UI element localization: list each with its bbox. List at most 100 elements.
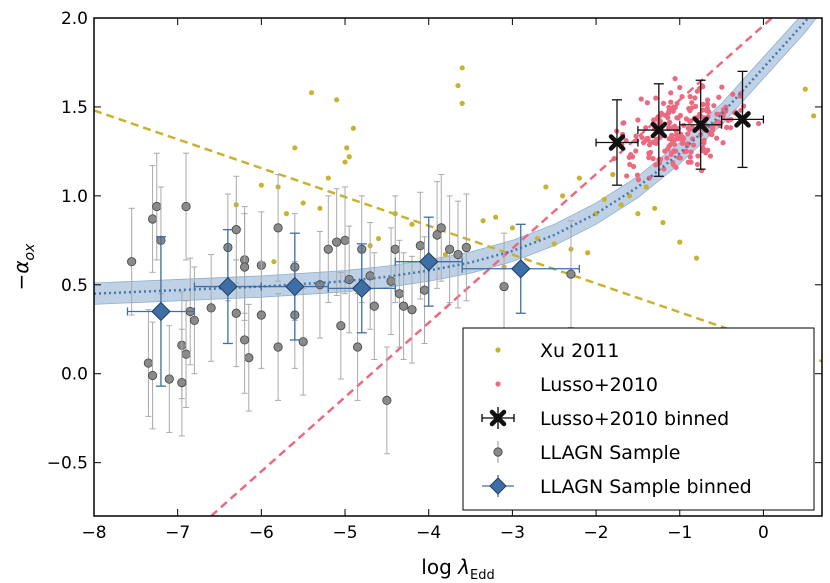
lusso-point	[621, 120, 627, 126]
lusso-point	[683, 116, 689, 122]
xu-point	[652, 205, 658, 211]
y-tick-label: 2.0	[61, 9, 88, 29]
x-tick-label: −5	[333, 523, 358, 543]
lusso-point	[662, 148, 668, 154]
llagn-point	[189, 315, 200, 325]
lusso-point	[687, 108, 693, 114]
lusso-point	[677, 112, 683, 119]
llagn-point	[352, 342, 363, 352]
llagn-point	[340, 235, 350, 245]
lusso-point	[624, 173, 630, 179]
lusso-point	[635, 177, 642, 183]
x-tick-label: −7	[165, 523, 190, 543]
lusso-point	[671, 148, 677, 154]
xu-point	[375, 235, 382, 242]
llagn-point	[240, 335, 250, 345]
llagn-point	[273, 342, 283, 352]
legend-marker-llagn	[493, 447, 503, 457]
lusso-point	[633, 148, 639, 154]
llagn-point	[461, 242, 471, 253]
llagn-point	[181, 201, 191, 212]
lusso-point	[668, 151, 674, 158]
llagn-point	[147, 370, 158, 381]
lusso-point	[694, 161, 701, 167]
lusso-point	[707, 130, 713, 137]
lusso-point	[687, 93, 693, 100]
lusso-point	[687, 154, 694, 160]
lusso-point	[648, 140, 654, 146]
llagn-point	[399, 301, 409, 311]
lusso-point	[631, 163, 637, 170]
xu-point	[283, 211, 290, 217]
lusso-point	[634, 172, 641, 178]
lusso-point	[666, 104, 672, 111]
llagn-point	[127, 257, 137, 267]
llagn-binned-point	[285, 276, 305, 297]
lusso-point	[673, 132, 680, 138]
x-tick-label: −2	[584, 523, 609, 543]
xu-point	[325, 175, 331, 181]
lusso-point	[679, 140, 685, 146]
llagn-binned-point	[511, 259, 531, 279]
plot-frame	[93, 17, 823, 517]
lusso-point	[679, 94, 685, 100]
llagn-point	[164, 374, 174, 384]
llagn-point	[382, 395, 392, 405]
llagn-point	[407, 305, 417, 315]
lusso-point	[669, 132, 675, 138]
lusso-point	[714, 135, 720, 141]
xu-point	[442, 251, 449, 258]
lusso-point	[671, 136, 677, 143]
llagn-point	[369, 301, 379, 311]
xu-point	[635, 211, 641, 217]
xu-point	[585, 250, 591, 256]
lusso-point	[658, 110, 665, 116]
y-tick-label: 1.5	[61, 98, 88, 118]
llagn-point	[206, 303, 216, 313]
llagn-point	[244, 353, 254, 363]
y-axis-label: −αox	[9, 243, 38, 291]
xu-point	[543, 184, 549, 190]
lusso-point	[633, 133, 639, 139]
llagn-point	[152, 201, 162, 212]
x-tick-label: −6	[249, 523, 274, 543]
xu-point	[811, 113, 817, 119]
lusso-point	[635, 117, 641, 123]
lusso-binned-point	[692, 116, 709, 133]
lusso-point	[611, 155, 617, 162]
lusso-point	[730, 91, 736, 97]
llagn-point	[240, 262, 250, 272]
xu-point	[308, 90, 315, 96]
legend-label-lusso_binned: Lusso+2010 binned	[540, 408, 729, 430]
llagn-point	[499, 281, 509, 292]
lusso-point	[694, 88, 700, 94]
lusso-point	[644, 100, 650, 106]
llagn-point	[453, 249, 463, 260]
lusso-point	[704, 108, 710, 114]
llagn-point	[323, 244, 333, 254]
llagn-point	[143, 358, 153, 368]
llagn-point	[256, 310, 266, 320]
xu-point	[258, 182, 264, 188]
xu-point	[317, 205, 323, 211]
lusso-point	[700, 101, 706, 108]
lusso-point	[656, 119, 663, 125]
llagn-point	[390, 244, 400, 254]
lusso-binned-point	[650, 121, 668, 139]
lusso-point	[711, 103, 717, 109]
lusso-point	[688, 149, 694, 155]
xu-point	[610, 171, 616, 178]
llagn-point	[231, 225, 241, 235]
lusso-point	[677, 84, 683, 91]
lusso-point	[653, 95, 659, 101]
legend-label-llagn: LLAGN Sample	[540, 442, 681, 464]
lusso-point	[665, 115, 671, 121]
lusso-point	[676, 135, 682, 141]
lusso-point	[685, 125, 691, 131]
lusso-point	[667, 142, 673, 148]
lusso-binned-point	[608, 134, 626, 151]
x-tick-label: −1	[667, 523, 692, 543]
lusso-point	[691, 142, 697, 148]
lusso-binned-point	[734, 111, 751, 128]
